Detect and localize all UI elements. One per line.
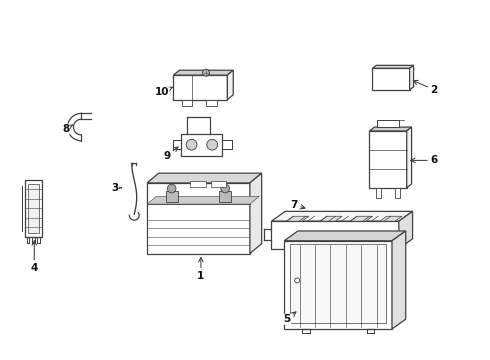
Circle shape bbox=[207, 139, 218, 150]
Bar bbox=[24, 180, 42, 237]
Circle shape bbox=[203, 69, 210, 76]
Polygon shape bbox=[410, 65, 414, 90]
Polygon shape bbox=[320, 216, 342, 221]
Bar bbox=[376, 188, 381, 198]
Circle shape bbox=[221, 184, 229, 193]
Text: 5: 5 bbox=[284, 312, 296, 324]
Bar bbox=[181, 134, 222, 156]
Polygon shape bbox=[407, 127, 412, 188]
Bar bbox=[219, 190, 231, 202]
Polygon shape bbox=[147, 196, 259, 204]
Polygon shape bbox=[173, 70, 233, 75]
Circle shape bbox=[186, 139, 197, 150]
Text: 10: 10 bbox=[154, 87, 172, 97]
Bar bbox=[284, 241, 392, 329]
Text: 9: 9 bbox=[163, 147, 178, 161]
Polygon shape bbox=[271, 211, 413, 221]
Polygon shape bbox=[250, 173, 262, 253]
Polygon shape bbox=[350, 216, 372, 221]
Bar bbox=[290, 244, 386, 323]
Bar bbox=[147, 183, 250, 253]
Polygon shape bbox=[372, 65, 414, 68]
Circle shape bbox=[168, 184, 176, 193]
Polygon shape bbox=[399, 211, 413, 249]
Polygon shape bbox=[147, 173, 262, 183]
Circle shape bbox=[294, 278, 299, 283]
Bar bbox=[211, 181, 226, 187]
Text: 8: 8 bbox=[62, 124, 73, 134]
Text: 1: 1 bbox=[197, 257, 204, 281]
Text: 6: 6 bbox=[411, 156, 438, 165]
Polygon shape bbox=[287, 216, 309, 221]
Polygon shape bbox=[284, 231, 406, 241]
Polygon shape bbox=[173, 75, 227, 100]
Text: 2: 2 bbox=[413, 80, 438, 95]
Text: 4: 4 bbox=[30, 241, 38, 273]
Bar bbox=[190, 181, 206, 187]
Bar bbox=[206, 100, 217, 105]
Bar bbox=[182, 100, 193, 105]
Bar bbox=[377, 120, 399, 127]
Bar bbox=[271, 221, 399, 249]
Bar bbox=[28, 184, 39, 233]
Bar bbox=[166, 190, 178, 202]
Bar bbox=[395, 188, 400, 198]
Text: 3: 3 bbox=[111, 183, 122, 193]
Polygon shape bbox=[380, 216, 402, 221]
Polygon shape bbox=[372, 68, 410, 90]
Polygon shape bbox=[369, 127, 412, 131]
Polygon shape bbox=[392, 231, 406, 329]
Text: 7: 7 bbox=[290, 199, 305, 210]
Polygon shape bbox=[369, 131, 407, 188]
Polygon shape bbox=[227, 70, 233, 100]
